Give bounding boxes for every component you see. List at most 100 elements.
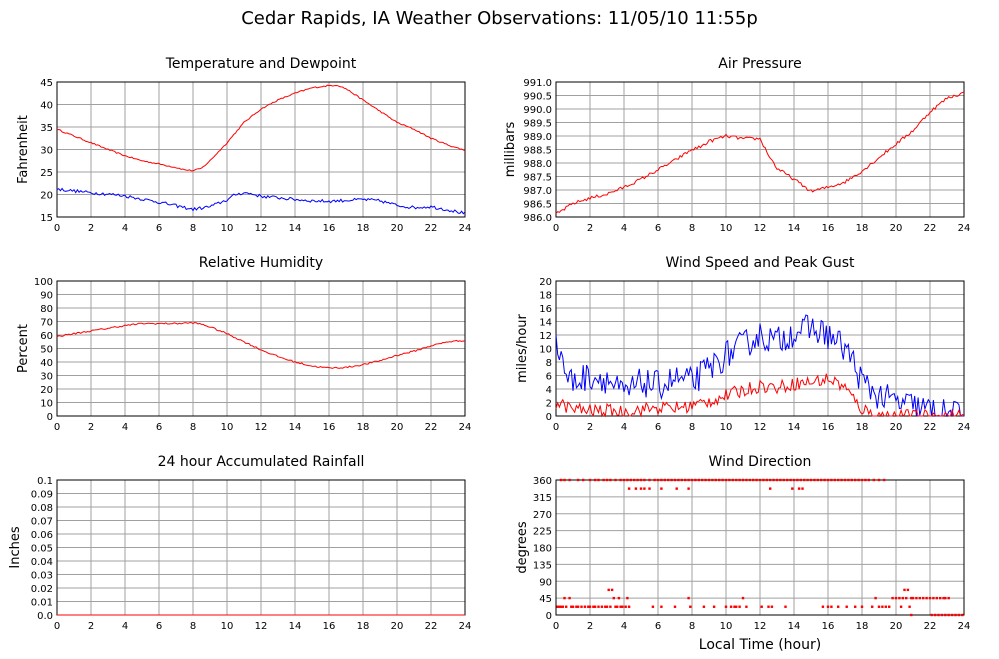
direction-point	[928, 596, 932, 600]
direction-point	[847, 478, 850, 482]
y-tick-label: 986.0	[523, 213, 552, 224]
direction-point	[704, 478, 707, 482]
x-tick-label: 22	[425, 621, 438, 632]
direction-point	[864, 478, 867, 482]
direction-point	[651, 605, 655, 608]
direction-point	[801, 487, 804, 490]
page-title: Cedar Rapids, IA Weather Observations: 1…	[241, 8, 758, 29]
x-tick-label: 10	[720, 223, 733, 234]
direction-point	[593, 605, 597, 608]
direction-point	[592, 605, 595, 608]
direction-point	[874, 596, 877, 600]
y-tick-label: 986.5	[523, 200, 552, 211]
pressure-title: Air Pressure	[718, 56, 801, 72]
direction-point	[772, 478, 775, 482]
y-tick-label: 6	[546, 372, 552, 383]
direction-point	[922, 596, 925, 600]
direction-point	[813, 478, 816, 482]
direction-point	[690, 478, 694, 482]
x-tick-label: 0	[54, 223, 60, 234]
x-tick-label: 20	[391, 223, 404, 234]
direction-point	[616, 605, 619, 608]
direction-point	[660, 605, 663, 608]
direction-point	[930, 613, 933, 617]
x-tick-label: 24	[459, 422, 472, 433]
direction-point	[610, 588, 614, 592]
x-tick-label: 4	[122, 422, 128, 433]
direction-point	[582, 478, 585, 482]
direction-point	[738, 478, 741, 482]
direction-point	[687, 478, 690, 482]
y-tick-label: 0.03	[31, 571, 53, 582]
direction-point	[755, 478, 758, 482]
humidity-frame	[56, 280, 466, 417]
y-tick-label: 987.5	[523, 173, 552, 184]
direction-point	[779, 478, 782, 482]
direction-point	[575, 605, 578, 608]
rain-title: 24 hour Accumulated Rainfall	[158, 454, 365, 470]
direction-point	[597, 478, 600, 482]
direction-point	[677, 478, 680, 482]
y-tick-label: 360	[533, 476, 552, 487]
x-tick-label: 18	[357, 223, 370, 234]
direction-point	[559, 478, 563, 482]
direction-point	[748, 478, 751, 482]
direction-point	[843, 478, 847, 482]
direction-point	[769, 478, 772, 482]
direction-point	[910, 596, 913, 600]
x-tick-label: 10	[720, 621, 733, 632]
direction-point	[714, 478, 717, 482]
direction-point	[588, 478, 592, 482]
y-tick-label: 0.1	[37, 476, 53, 487]
direction-point	[663, 478, 666, 482]
x-tick-label: 12	[255, 422, 268, 433]
x-tick-label: 4	[122, 621, 128, 632]
direction-point	[707, 478, 711, 482]
direction-point	[837, 605, 840, 608]
direction-point	[950, 613, 954, 617]
direction-point	[791, 487, 794, 490]
direction-point	[947, 613, 950, 617]
y-tick-label: 20	[40, 385, 53, 396]
y-tick-label: 90	[539, 577, 552, 588]
x-tick-label: 2	[88, 621, 94, 632]
direction-point	[882, 478, 886, 482]
x-tick-label: 22	[425, 223, 438, 234]
x-tick-label: 14	[289, 621, 302, 632]
pressure-series-0	[555, 91, 965, 214]
direction-point	[648, 478, 651, 482]
direction-point	[799, 478, 802, 482]
y-tick-label: 20	[539, 277, 552, 288]
direction-point	[656, 478, 660, 482]
y-tick-label: 30	[40, 372, 53, 383]
direction-point	[775, 478, 779, 482]
direction-point	[735, 478, 738, 482]
direction-point	[627, 605, 631, 608]
rain-ylabel: Inches	[8, 526, 23, 568]
direction-point	[563, 478, 566, 482]
direction-point	[741, 478, 745, 482]
direction-point	[877, 605, 881, 608]
direction-point	[570, 605, 573, 608]
direction-point	[670, 478, 673, 482]
x-tick-label: 22	[924, 621, 937, 632]
x-axis-label: Local Time (hour)	[699, 637, 821, 653]
direction-point	[712, 605, 716, 608]
direction-point	[925, 596, 928, 600]
y-tick-label: 0.04	[31, 557, 53, 568]
direction-point	[816, 478, 819, 482]
x-tick-label: 10	[720, 422, 733, 433]
pressure-frame	[555, 81, 965, 218]
direction-point	[728, 478, 731, 482]
x-tick-label: 8	[190, 422, 196, 433]
direction-point	[711, 478, 714, 482]
direction-point	[792, 478, 796, 482]
direction-point	[614, 478, 617, 482]
direction-point	[622, 478, 626, 482]
x-tick-label: 24	[958, 223, 971, 234]
